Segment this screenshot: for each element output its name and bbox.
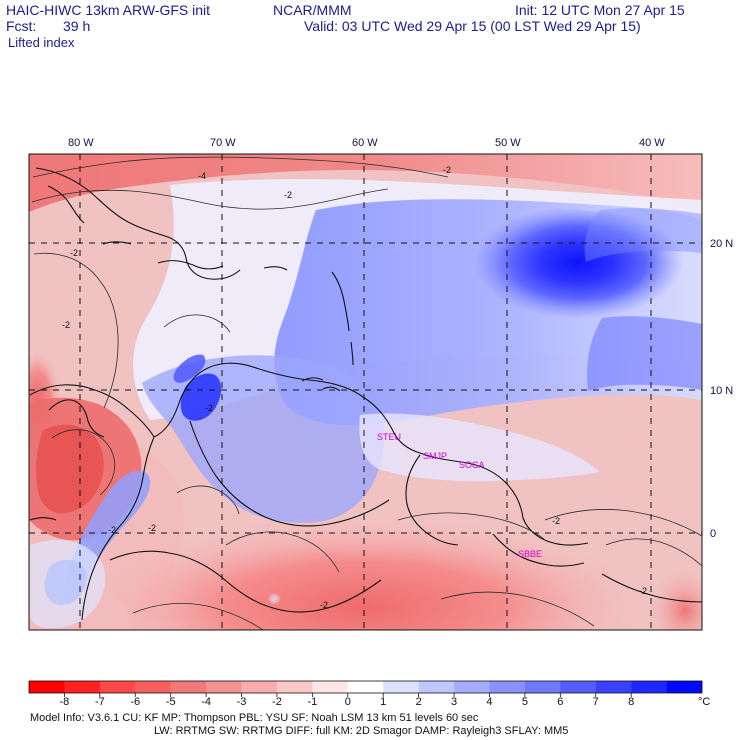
model-title: HAIC-HIWC 13km ARW-GFS init (6, 2, 211, 18)
station-label-soca: SOCA (459, 460, 485, 470)
contour-label-6: -2 (205, 403, 213, 413)
contour-value-labels: -4 -2 -2 -2 -2 -2 -2 -2 -2 -2 -2 (62, 165, 647, 610)
legend-unit-label: °C (698, 696, 710, 708)
legend-tick-label: -2 (272, 696, 282, 708)
lon-label-80w: 80 W (68, 137, 94, 149)
coastlines (29, 167, 702, 621)
contour-label-5: -2 (62, 320, 70, 330)
lat-label-0: 0 (710, 528, 716, 540)
forecast-hour: 39 h (63, 18, 91, 34)
lat-label-10n: 10 N (710, 385, 733, 397)
legend-tick-label: -6 (130, 696, 140, 708)
legend-tick-label: 1 (380, 696, 386, 708)
lon-label-40w: 40 W (639, 137, 665, 149)
legend-tick-label: 3 (451, 696, 457, 708)
legend-color-swatch (64, 681, 101, 693)
legend-color-swatch (454, 681, 490, 693)
legend-color-swatch (29, 681, 65, 693)
legend-color-swatch (631, 681, 667, 693)
legend-color-swatch (135, 681, 171, 693)
map-frame (28, 153, 703, 631)
legend-tick-label: -8 (60, 696, 70, 708)
center-name: NCAR/MMM (273, 2, 352, 18)
contour-label-8: -2 (552, 516, 560, 526)
station-label-smjp: SMJP (423, 451, 447, 461)
legend-color-swatch (241, 681, 278, 693)
grid-labels: 80 W 70 W 60 W 50 W 40 W 20 N 10 N 0 (68, 137, 733, 540)
legend-tick-label: -7 (95, 696, 105, 708)
legend-tick-label: 0 (345, 696, 351, 708)
legend-outline (28, 680, 703, 694)
footer-physics-info: LW: RRTMG SW: RRTMG DIFF: full KM: 2D Sm… (154, 725, 569, 737)
station-label-steu: STEU (377, 432, 401, 442)
lifted-index-field (29, 154, 702, 630)
legend-tick-label: 8 (628, 696, 634, 708)
lifted-index-contours (31, 156, 702, 630)
lon-label-70w: 70 W (210, 137, 236, 149)
legend-area: -8 -7 -6 -5 -4 -3 -2 -1 0 1 2 3 4 5 6 7 8 °C Model Info: … (0, 676, 740, 740)
lon-label-50w: 50 W (495, 137, 521, 149)
legend-color-swatch (347, 681, 384, 693)
color-scale: -8 -7 -6 -5 -4 -3 -2 -1 0 1 2 3 4 5 6 7 8 °C (28, 680, 710, 708)
legend-color-swatch (276, 681, 313, 693)
station-labels: STEU SMJP SOCA SBBE (377, 432, 542, 559)
legend-color-swatch (666, 681, 703, 693)
contour-label-2: -2 (443, 165, 451, 175)
legend-color-swatch (312, 681, 348, 693)
legend-color-swatch (99, 681, 136, 693)
footer-model-info: Model Info: V3.6.1 CU: KF MP: Thompson P… (30, 712, 479, 724)
contour-label-4: -2 (70, 248, 78, 258)
legend-color-swatch (489, 681, 526, 693)
contour-label-9: -2 (639, 586, 647, 596)
legend-tick-label: 5 (522, 696, 528, 708)
legend-tick-label: -1 (307, 696, 317, 708)
lat-label-20n: 20 N (710, 238, 733, 250)
contour-label-7: -2 (148, 523, 156, 533)
legend-tick-label: -4 (201, 696, 211, 708)
field-name: Lifted index (8, 35, 75, 50)
valid-time: Valid: 03 UTC Wed 29 Apr 15 (00 LST Wed … (304, 18, 641, 34)
lat-lon-grid (29, 154, 702, 630)
station-label-sbbe: SBBE (518, 549, 542, 559)
contour-label-1: -4 (198, 171, 206, 181)
legend-tick-label: -5 (166, 696, 176, 708)
lon-label-60w: 60 W (352, 137, 378, 149)
legend-color-swatch (206, 681, 242, 693)
legend-color-swatch (524, 681, 561, 693)
legend-color-swatch (418, 681, 455, 693)
legend-tick-label: 2 (416, 696, 422, 708)
init-time: Init: 12 UTC Mon 27 Apr 15 (515, 2, 685, 18)
contour-label-10: -2 (320, 600, 328, 610)
legend-tick-label: 4 (486, 696, 492, 708)
legend-color-swatch (595, 681, 632, 693)
legend-tick-label: -3 (237, 696, 247, 708)
legend-tick-label: 7 (593, 696, 599, 708)
forecast-label: Fcst: (6, 18, 37, 34)
legend-tick-label: 6 (557, 696, 563, 708)
contour-label-11: -2 (108, 525, 116, 535)
contour-label-3: -2 (284, 190, 292, 200)
legend-color-swatch (383, 681, 419, 693)
legend-color-swatch (170, 681, 207, 693)
legend-color-swatch (560, 681, 596, 693)
